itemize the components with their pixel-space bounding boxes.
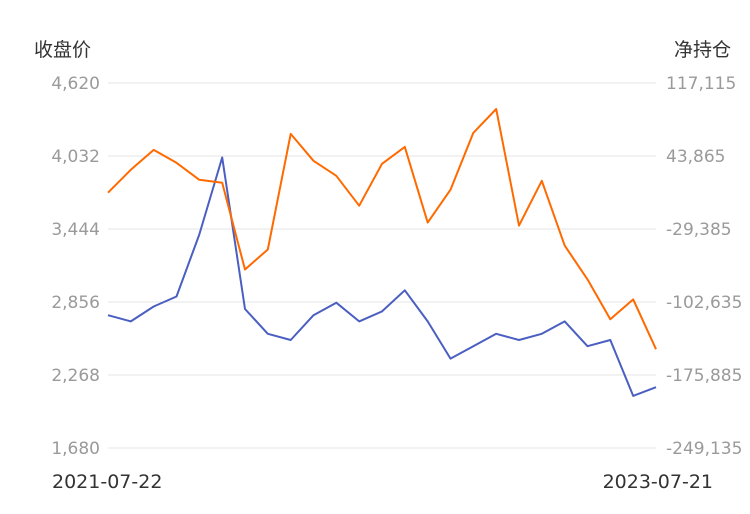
y-left-tick: 2,856 [51,293,100,313]
y-left-tick: 4,620 [51,74,100,94]
y-right-tick: 43,865 [666,147,725,167]
y-right-tick: 117,115 [666,74,736,94]
y-right-tick: -249,135 [666,439,742,459]
x-end-label: 2023-07-21 [603,471,713,493]
y-right-tick: -102,635 [666,293,742,313]
x-start-label: 2021-07-22 [52,471,162,493]
y-right-tick-labels: 117,115 43,865 -29,385 -102,635 -175,885 -249… [666,74,742,459]
y-left-title: 收盘价 [34,39,91,61]
y-left-tick: 3,444 [51,220,100,240]
y-left-tick: 4,032 [51,147,100,167]
y-right-title: 净持仓 [674,39,731,61]
y-left-tick: 2,268 [51,366,100,386]
y-right-tick: -29,385 [666,220,732,240]
series-lines [107,108,657,397]
close-price-line [107,156,657,397]
grid-lines [108,82,656,449]
y-right-tick: -175,885 [666,366,742,386]
net-position-line [107,108,657,350]
y-left-tick: 1,680 [51,439,100,459]
y-left-tick-labels: 4,620 4,032 3,444 2,856 2,268 1,680 [51,74,100,459]
